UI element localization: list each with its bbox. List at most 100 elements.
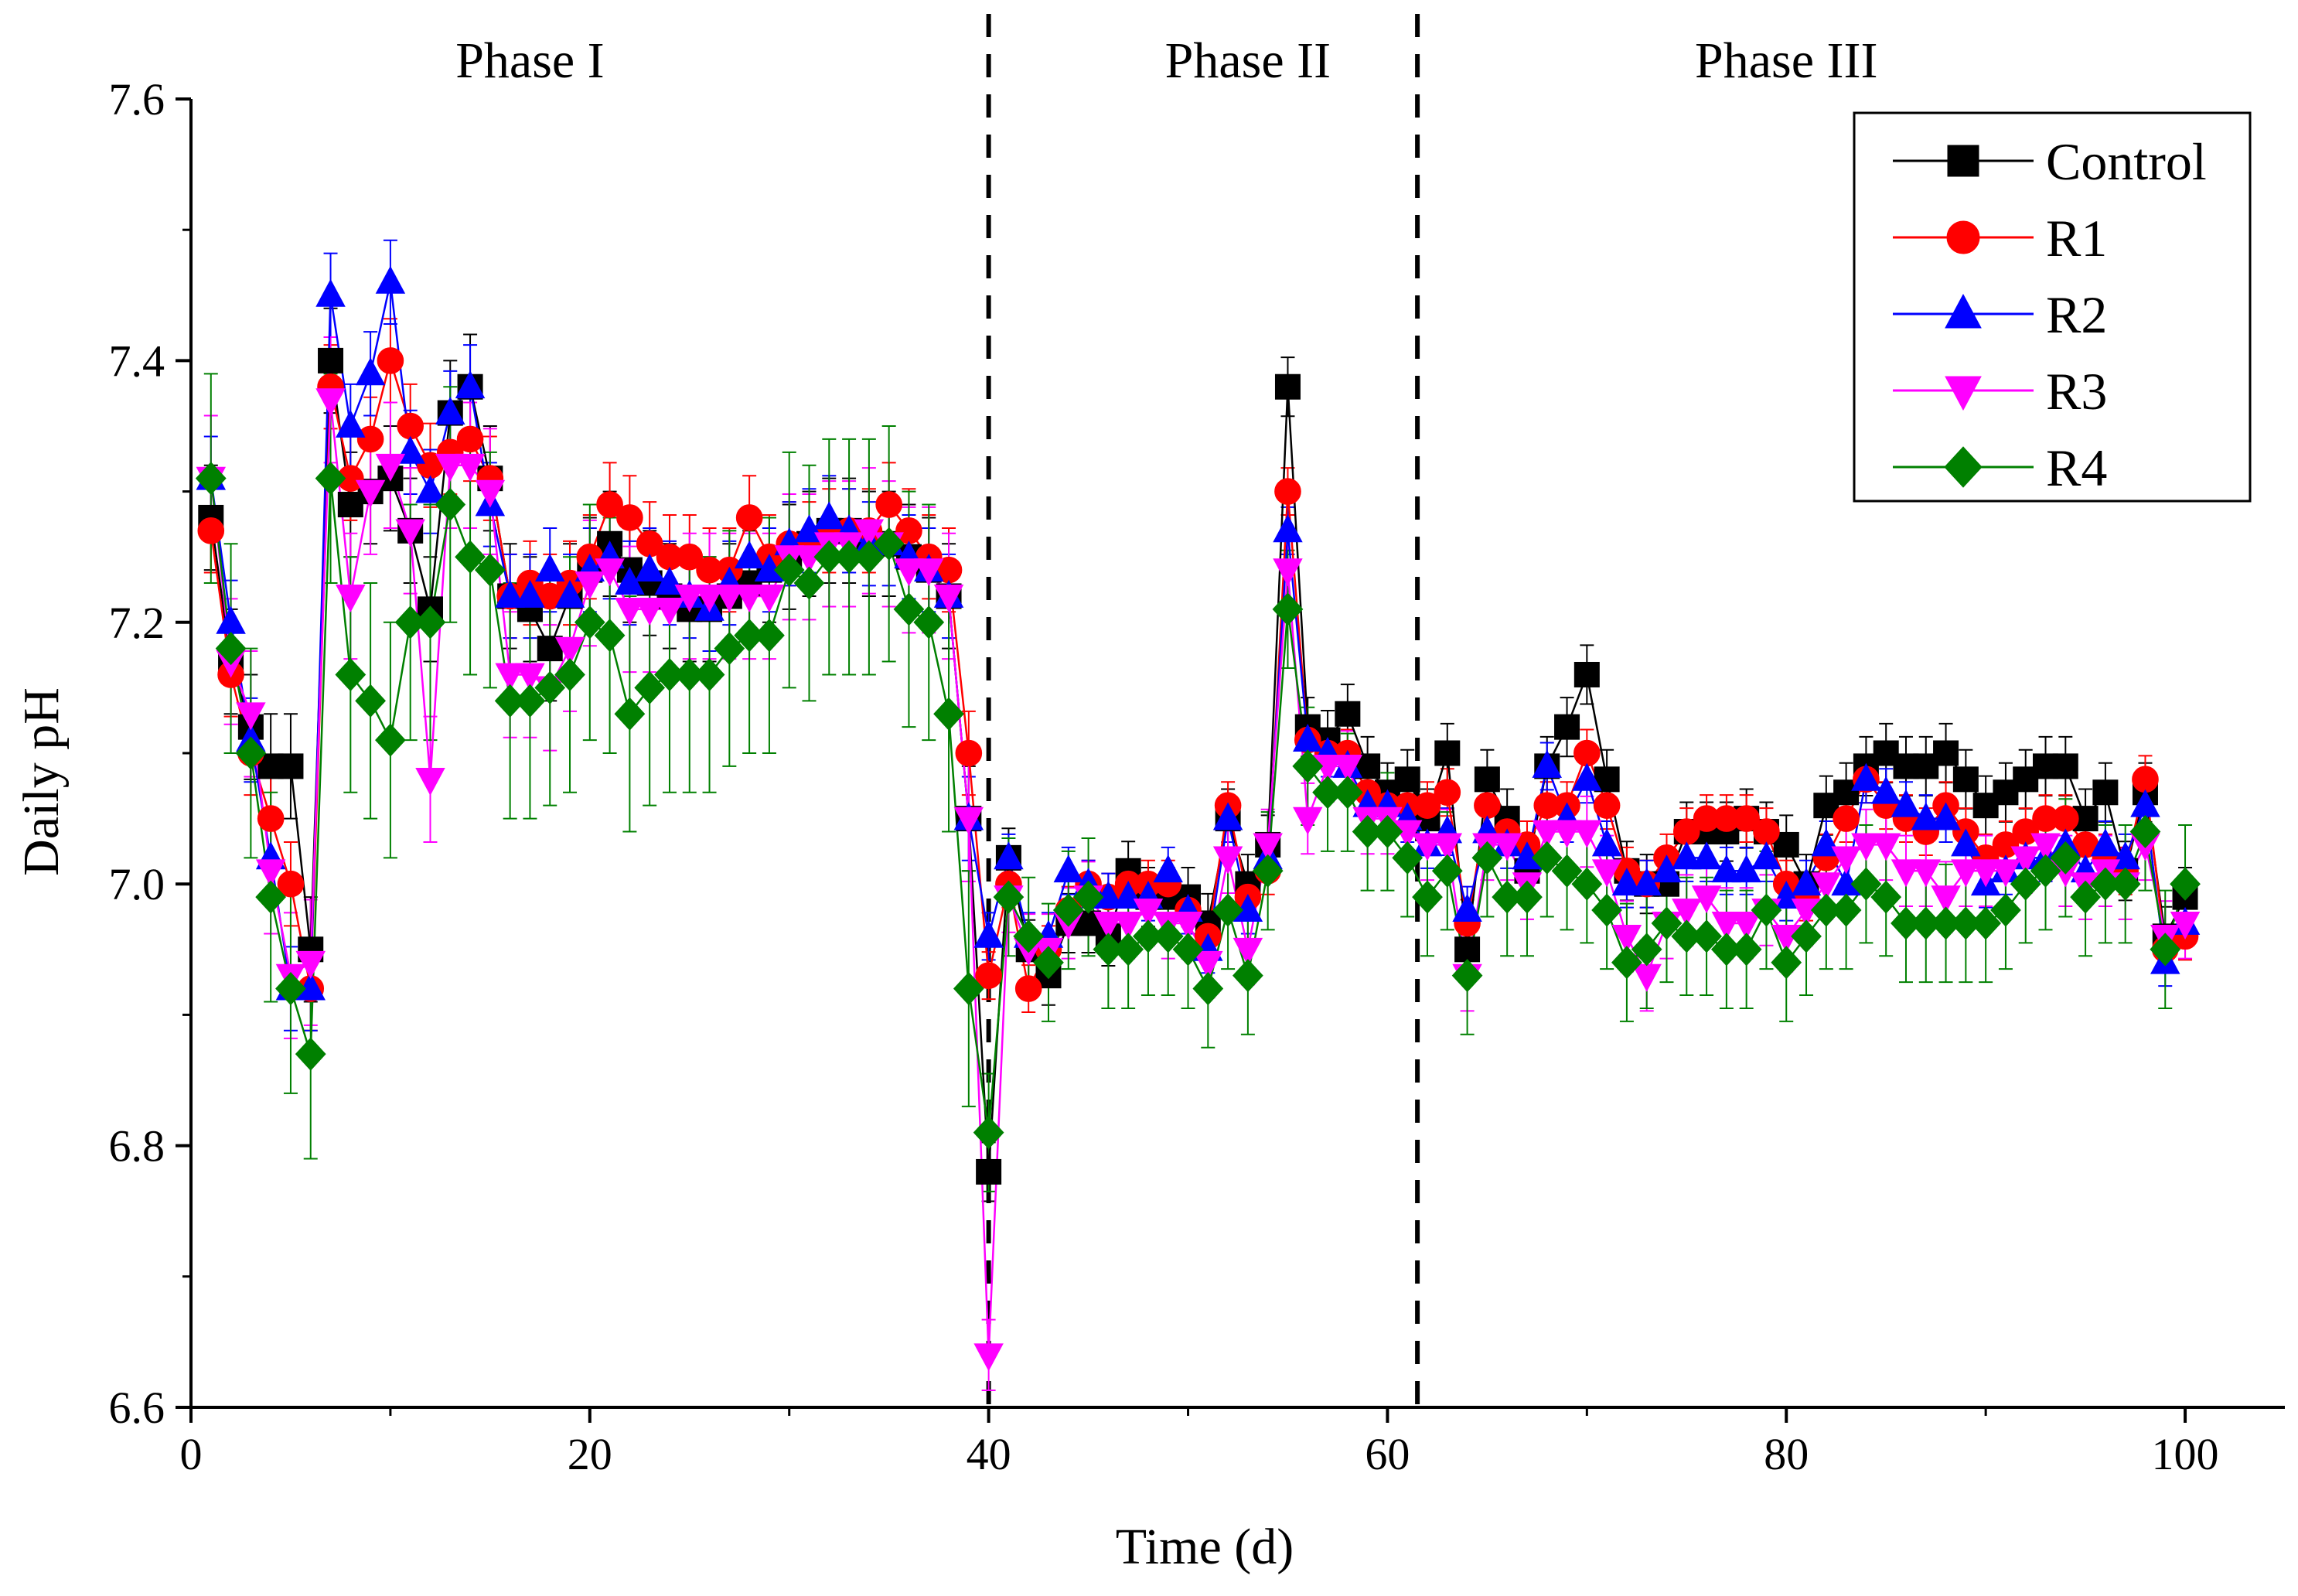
data-point-r3 bbox=[615, 597, 645, 626]
data-point-r4 bbox=[275, 972, 306, 1006]
data-point-r3 bbox=[2030, 833, 2061, 861]
data-point-r4 bbox=[1551, 854, 1583, 888]
data-point-r2 bbox=[1891, 789, 1921, 817]
data-point-r3 bbox=[255, 859, 286, 888]
data-point-r2 bbox=[1711, 854, 1742, 883]
data-point-r1 bbox=[1434, 779, 1461, 807]
data-point-control bbox=[1434, 740, 1461, 766]
data-point-r3 bbox=[1831, 846, 1861, 875]
data-point-r3 bbox=[674, 585, 704, 613]
data-point-r2 bbox=[1591, 828, 1622, 857]
data-point-r4 bbox=[594, 619, 626, 653]
data-point-r3 bbox=[336, 585, 366, 613]
data-point-r4 bbox=[893, 592, 925, 626]
data-point-r3 bbox=[1990, 859, 2021, 888]
data-point-control bbox=[1274, 373, 1301, 400]
data-point-r2 bbox=[1851, 762, 1881, 791]
data-point-r2 bbox=[1911, 802, 1942, 830]
data-point-r2 bbox=[1532, 749, 1562, 778]
data-point-r3 bbox=[1931, 885, 1961, 914]
data-point-r3 bbox=[1173, 912, 1203, 940]
data-point-r1 bbox=[975, 962, 1002, 989]
y-axis-title: Daily pH bbox=[13, 687, 70, 876]
data-point-r1 bbox=[377, 347, 404, 374]
data-point-r4 bbox=[1691, 919, 1722, 953]
data-point-r3 bbox=[894, 558, 924, 587]
legend-label-r2: R2 bbox=[2046, 285, 2107, 344]
data-point-r4 bbox=[694, 657, 725, 692]
data-point-control bbox=[1474, 766, 1500, 793]
data-point-r2 bbox=[1791, 868, 1822, 896]
data-point-r4 bbox=[1990, 893, 2021, 927]
x-tick-label: 40 bbox=[967, 1429, 1011, 1479]
data-point-r3 bbox=[654, 597, 685, 626]
data-point-control bbox=[2052, 753, 2078, 779]
data-point-r3 bbox=[2170, 912, 2201, 940]
data-point-r2 bbox=[1572, 762, 1602, 791]
data-point-r3 bbox=[1293, 807, 1323, 835]
data-point-r4 bbox=[1631, 933, 1662, 967]
x-tick-label: 20 bbox=[568, 1429, 612, 1479]
data-point-r4 bbox=[215, 632, 247, 666]
data-point-r1 bbox=[616, 504, 643, 531]
data-point-r3 bbox=[475, 479, 506, 508]
legend-label-r4: R4 bbox=[2046, 438, 2107, 497]
data-point-r4 bbox=[973, 1116, 1004, 1150]
y-tick-label: 6.8 bbox=[109, 1121, 165, 1171]
data-point-r4 bbox=[554, 657, 585, 692]
data-point-r4 bbox=[1252, 854, 1284, 888]
data-point-r2 bbox=[375, 265, 406, 294]
data-point-r4 bbox=[1372, 814, 1403, 849]
data-point-r3 bbox=[953, 807, 984, 835]
data-point-r4 bbox=[793, 566, 825, 600]
data-point-r4 bbox=[1451, 959, 1483, 993]
data-point-r3 bbox=[914, 558, 944, 587]
data-point-r2 bbox=[1751, 841, 1781, 870]
data-point-r4 bbox=[1331, 776, 1363, 810]
data-point-r4 bbox=[2010, 867, 2041, 901]
data-point-r1 bbox=[1733, 805, 1760, 832]
data-point-r1 bbox=[2132, 766, 2159, 793]
data-point-r3 bbox=[1113, 912, 1144, 940]
data-point-control bbox=[976, 1158, 1002, 1185]
data-point-r4 bbox=[1192, 972, 1224, 1006]
data-point-r3 bbox=[295, 950, 326, 979]
phase-label: Phase I bbox=[455, 32, 604, 89]
data-point-r4 bbox=[1870, 880, 1902, 914]
data-point-r2 bbox=[415, 475, 445, 503]
data-point-r4 bbox=[1571, 867, 1603, 901]
data-point-r4 bbox=[1730, 933, 1762, 967]
data-point-r4 bbox=[375, 723, 406, 757]
data-point-r3 bbox=[1870, 833, 1901, 861]
data-point-r4 bbox=[993, 880, 1025, 914]
data-point-r2 bbox=[1672, 841, 1702, 870]
data-point-r2 bbox=[315, 278, 346, 307]
data-point-r4 bbox=[2170, 867, 2201, 901]
data-point-r2 bbox=[1452, 893, 1482, 922]
data-point-r3 bbox=[1253, 833, 1283, 861]
data-point-r3 bbox=[1811, 872, 1842, 901]
data-point-r2 bbox=[455, 370, 486, 399]
data-point-r3 bbox=[375, 453, 406, 482]
data-point-r2 bbox=[634, 554, 665, 582]
data-point-r4 bbox=[953, 972, 984, 1006]
data-point-r4 bbox=[1431, 854, 1463, 888]
data-point-r4 bbox=[1412, 880, 1443, 914]
data-point-r2 bbox=[1212, 802, 1243, 830]
data-point-r3 bbox=[1951, 859, 1981, 888]
data-point-control bbox=[1952, 766, 1979, 793]
data-point-r1 bbox=[257, 805, 285, 832]
data-point-r4 bbox=[1611, 946, 1642, 980]
data-point-r2 bbox=[355, 357, 386, 386]
data-point-r2 bbox=[2090, 828, 2121, 857]
data-point-r1 bbox=[356, 425, 384, 453]
data-point-r4 bbox=[1771, 946, 1802, 980]
data-point-r4 bbox=[435, 487, 466, 522]
data-point-r3 bbox=[1970, 859, 2001, 888]
data-point-r1 bbox=[875, 491, 902, 518]
legend-box bbox=[1853, 111, 2252, 503]
data-point-r3 bbox=[1273, 558, 1303, 587]
data-point-r3 bbox=[1532, 820, 1562, 848]
data-point-r4 bbox=[1033, 946, 1064, 980]
data-point-r4 bbox=[2030, 854, 2061, 888]
